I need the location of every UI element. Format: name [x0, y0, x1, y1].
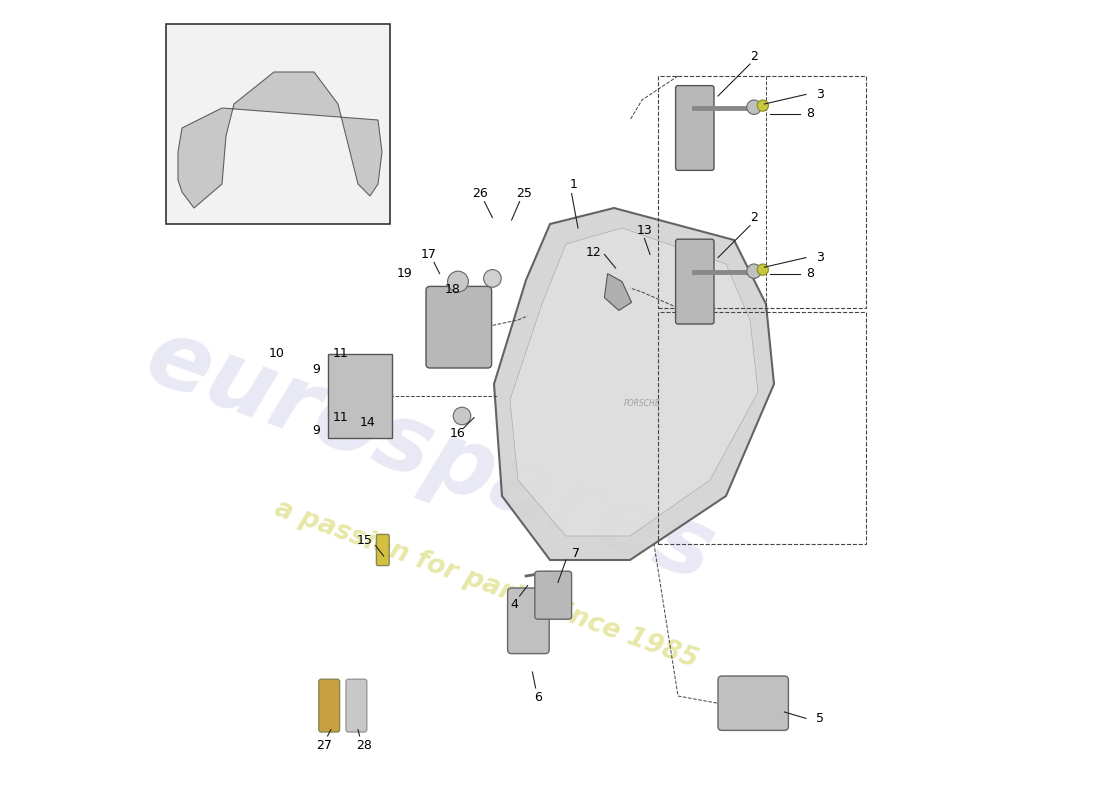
Text: 11: 11	[332, 411, 349, 424]
Text: 7: 7	[572, 547, 580, 560]
FancyBboxPatch shape	[376, 534, 389, 566]
Text: 13: 13	[637, 224, 652, 237]
Text: 17: 17	[420, 248, 437, 261]
Text: 14: 14	[360, 416, 375, 429]
Bar	[658, 76, 866, 308]
Text: 16: 16	[450, 427, 466, 440]
Text: 3: 3	[816, 88, 824, 101]
Text: 28: 28	[356, 739, 372, 752]
Text: 2: 2	[750, 211, 758, 224]
FancyBboxPatch shape	[328, 354, 393, 438]
Text: 6: 6	[535, 691, 542, 704]
Text: 1: 1	[570, 178, 578, 190]
Circle shape	[484, 270, 502, 287]
Text: 27: 27	[317, 739, 332, 752]
Circle shape	[747, 100, 761, 114]
Text: 11: 11	[332, 347, 349, 360]
Text: 4: 4	[510, 598, 518, 610]
Polygon shape	[178, 72, 382, 208]
Circle shape	[448, 271, 469, 292]
FancyBboxPatch shape	[346, 679, 366, 732]
Text: 15: 15	[356, 534, 372, 546]
Text: 8: 8	[806, 107, 814, 120]
Text: a passion for parts since 1985: a passion for parts since 1985	[271, 495, 701, 673]
FancyBboxPatch shape	[507, 588, 549, 654]
FancyBboxPatch shape	[675, 239, 714, 324]
FancyBboxPatch shape	[718, 676, 789, 730]
Text: 2: 2	[750, 50, 758, 62]
Polygon shape	[604, 274, 631, 310]
Text: PORSCHE: PORSCHE	[624, 399, 660, 409]
Text: 9: 9	[312, 424, 320, 437]
Text: 9: 9	[312, 363, 320, 376]
Circle shape	[747, 264, 761, 278]
Text: 3: 3	[816, 251, 824, 264]
Polygon shape	[510, 228, 758, 536]
Text: eurospares: eurospares	[133, 310, 726, 602]
Text: 10: 10	[268, 347, 284, 360]
Text: 19: 19	[396, 267, 412, 280]
Polygon shape	[494, 208, 774, 560]
Circle shape	[757, 100, 769, 111]
Text: 18: 18	[444, 283, 460, 296]
Bar	[166, 24, 390, 224]
FancyBboxPatch shape	[426, 286, 492, 368]
Circle shape	[757, 264, 769, 275]
FancyBboxPatch shape	[535, 571, 572, 619]
FancyBboxPatch shape	[319, 679, 340, 732]
Text: 5: 5	[816, 712, 824, 725]
Text: 12: 12	[586, 246, 602, 258]
Text: 25: 25	[517, 187, 532, 200]
Circle shape	[453, 407, 471, 425]
Text: 8: 8	[806, 267, 814, 280]
Text: 26: 26	[472, 187, 487, 200]
FancyBboxPatch shape	[675, 86, 714, 170]
Bar	[658, 312, 866, 544]
